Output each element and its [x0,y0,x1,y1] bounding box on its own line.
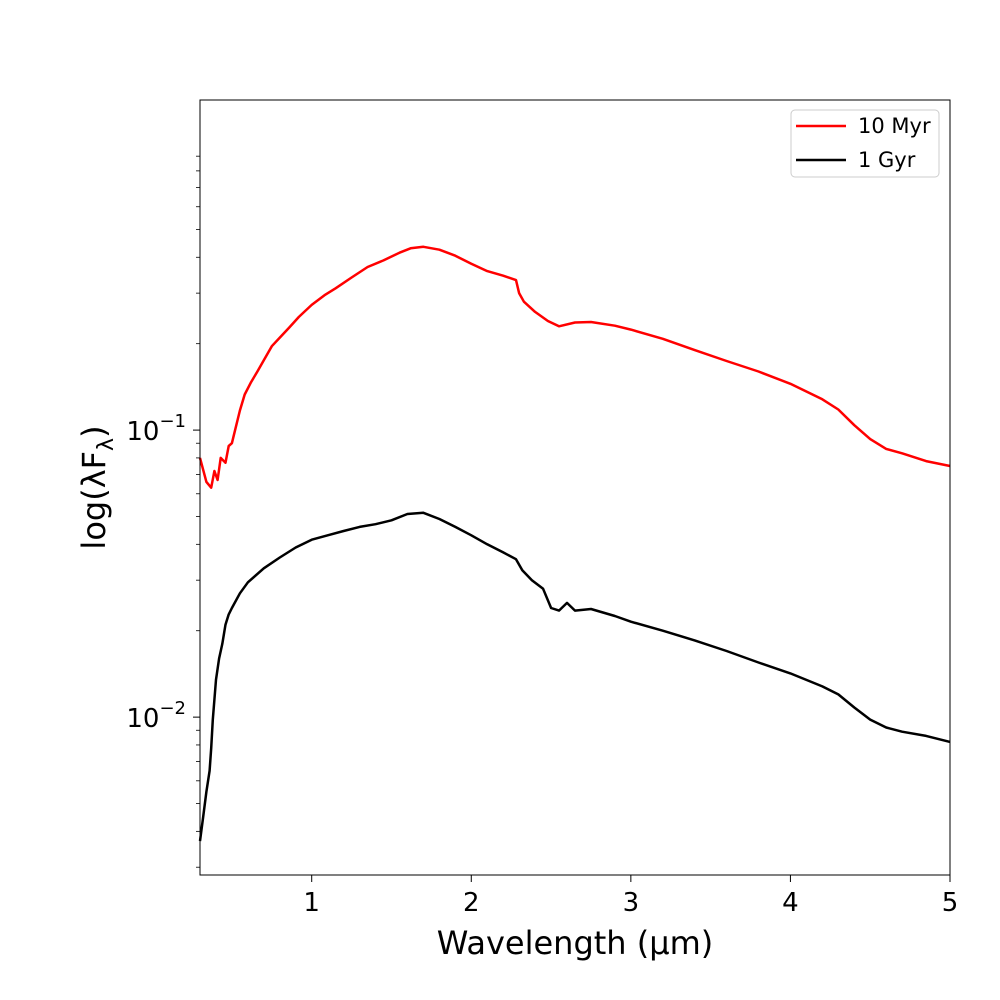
legend-label-10-myr: 10 Myr [858,114,931,138]
x-tick-label: 2 [463,888,480,918]
y-tick-label: 10−2 [126,698,186,734]
x-tick-label: 1 [303,888,320,918]
legend: 10 Myr 1 Gyr [790,109,940,178]
axis-ticks: 1 2 3 4 5 10−1 10−2 [126,155,959,918]
series-line-0 [198,245,951,489]
plot-frame [199,99,951,876]
x-axis-label: Wavelength (μm) [437,924,714,962]
y-axis-label-lambda: λ [75,469,113,488]
x-tick-label: 4 [782,888,799,918]
y-axis-label: log(λFλ) [75,425,119,549]
legend-label-1-gyr: 1 Gyr [858,148,916,172]
y-axis-label-subscript: λ [94,438,119,451]
x-tick-label: 5 [942,888,959,918]
series-layer [198,245,951,842]
x-tick-label: 3 [623,888,640,918]
y-tick-label: 10−1 [126,411,186,447]
series-line-1 [198,511,951,842]
